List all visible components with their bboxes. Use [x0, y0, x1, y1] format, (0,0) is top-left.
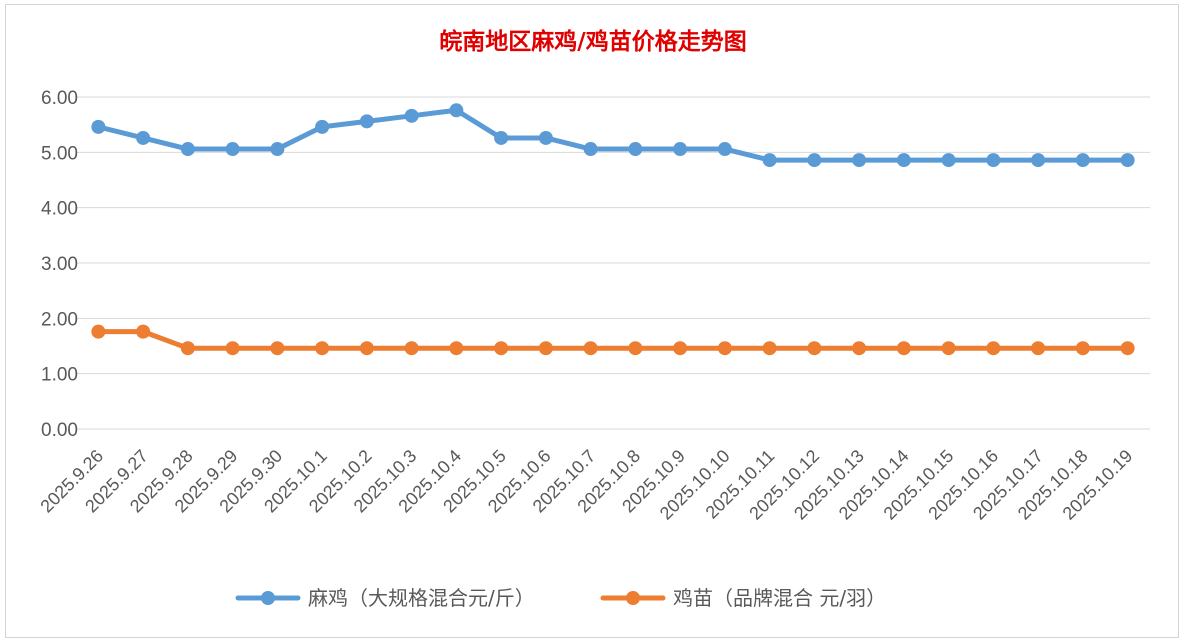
data-point: [359, 114, 374, 129]
y-axis-ticks: 0.00 1.00 2.00 3.00 4.00 5.00 6.00: [41, 88, 78, 441]
data-point: [180, 341, 195, 356]
data-point: [225, 142, 240, 157]
data-point: [896, 153, 911, 168]
data-point: [136, 130, 151, 145]
series-1: [91, 103, 1135, 168]
data-point: [1031, 341, 1046, 356]
legend-label: 麻鸡（大规格混合元/斤）: [308, 586, 535, 610]
series-line: [95, 329, 1131, 351]
legend-marker: [626, 591, 640, 605]
data-point: [807, 153, 822, 168]
y-tick-label: 1.00: [41, 365, 78, 386]
data-point: [180, 142, 195, 157]
gridlines: [76, 96, 1150, 430]
data-point: [986, 341, 1001, 356]
data-point: [449, 103, 464, 118]
data-point: [717, 142, 732, 157]
y-tick-label: 5.00: [41, 143, 78, 164]
data-point: [1120, 341, 1135, 356]
chart-title: 皖南地区麻鸡/鸡苗价格走势图: [439, 28, 746, 55]
data-point: [270, 142, 285, 157]
data-point: [494, 341, 509, 356]
data-point: [91, 119, 106, 134]
data-point: [91, 324, 106, 339]
data-point: [941, 153, 956, 168]
data-point: [896, 341, 911, 356]
y-tick-label: 2.00: [41, 309, 78, 330]
data-point: [359, 341, 374, 356]
data-point: [807, 341, 822, 356]
data-point: [1031, 153, 1046, 168]
data-point: [762, 341, 777, 356]
data-point: [315, 341, 330, 356]
series-line: [95, 107, 1131, 163]
legend-label: 鸡苗（品牌混合 元/羽）: [673, 586, 886, 610]
y-tick-label: 4.00: [41, 199, 78, 220]
x-axis-ticks: 2025.9.262025.9.272025.9.282025.9.292025…: [36, 446, 1136, 524]
y-tick-label: 6.00: [41, 88, 78, 109]
data-point: [1120, 153, 1135, 168]
data-point: [494, 130, 509, 145]
data-point: [270, 341, 285, 356]
data-point: [583, 341, 598, 356]
data-point: [852, 153, 867, 168]
data-point: [1075, 153, 1090, 168]
data-point: [449, 341, 464, 356]
legend-marker: [261, 591, 275, 605]
chart-frame: 皖南地区麻鸡/鸡苗价格走势图 0.00 1.00 2.00 3.00 4.00 5.00 6…: [5, 4, 1179, 638]
data-point: [717, 341, 732, 356]
data-point: [538, 341, 553, 356]
data-point: [762, 153, 777, 168]
series-lines: [91, 103, 1135, 356]
y-tick-label: 3.00: [41, 254, 78, 275]
data-point: [315, 119, 330, 134]
data-point: [628, 341, 643, 356]
data-point: [225, 341, 240, 356]
data-point: [673, 341, 688, 356]
data-point: [941, 341, 956, 356]
data-point: [673, 142, 688, 157]
legend: 麻鸡（大规格混合元/斤） 鸡苗（品牌混合 元/羽）: [235, 586, 886, 610]
series-2: [91, 324, 1135, 356]
data-point: [583, 142, 598, 157]
line-chart: 皖南地区麻鸡/鸡苗价格走势图 0.00 1.00 2.00 3.00 4.00 5.00 6…: [36, 28, 1150, 610]
data-point: [538, 130, 553, 145]
data-point: [852, 341, 867, 356]
data-point: [986, 153, 1001, 168]
data-point: [404, 108, 419, 123]
y-tick-label: 0.00: [41, 420, 78, 441]
data-point: [136, 324, 151, 339]
data-point: [1075, 341, 1090, 356]
data-point: [404, 341, 419, 356]
data-point: [628, 142, 643, 157]
